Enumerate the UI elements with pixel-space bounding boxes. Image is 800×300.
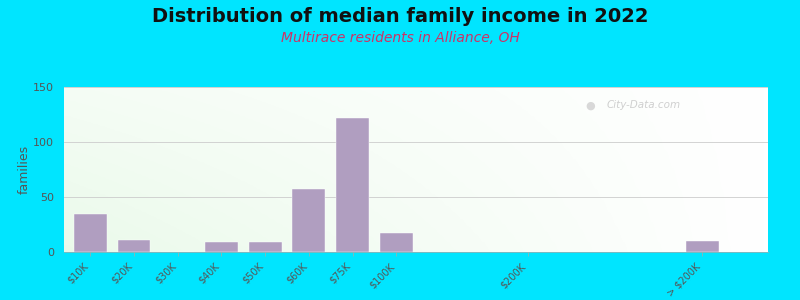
Bar — [74, 214, 106, 252]
Text: City-Data.com: City-Data.com — [606, 100, 680, 110]
Text: Multirace residents in Alliance, OH: Multirace residents in Alliance, OH — [281, 32, 519, 46]
Bar — [336, 118, 369, 252]
Text: Distribution of median family income in 2022: Distribution of median family income in … — [152, 8, 648, 26]
Bar — [118, 240, 150, 252]
Bar — [249, 242, 282, 252]
Bar — [205, 242, 238, 252]
Bar — [293, 189, 326, 252]
Bar — [686, 241, 719, 252]
Text: ●: ● — [585, 100, 594, 110]
Y-axis label: families: families — [18, 145, 30, 194]
Bar — [380, 233, 413, 252]
